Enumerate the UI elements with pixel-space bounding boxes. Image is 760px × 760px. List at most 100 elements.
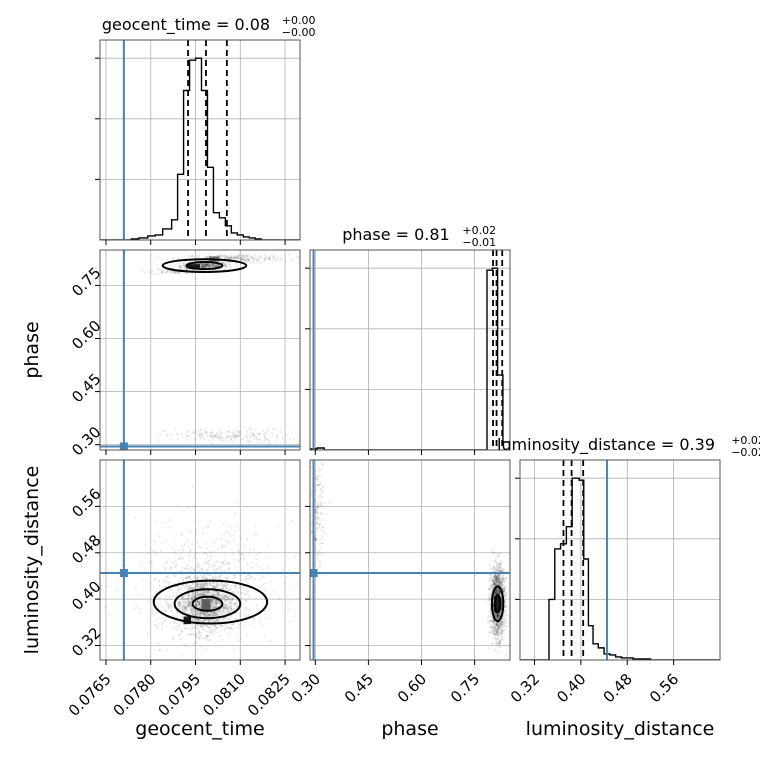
sample-point [497,615,500,618]
sample-point [193,592,196,595]
sample-point [230,438,233,441]
sample-point [321,631,323,633]
sample-point [499,577,502,580]
sample-point [314,537,317,540]
sample-point [223,597,226,601]
sample-point [491,579,494,582]
sample-point [495,574,498,578]
sample-point [191,484,194,488]
sample-point [146,632,149,635]
sample-point [245,429,248,432]
sample-point [501,578,504,581]
sample-point [499,641,502,644]
sample-point [182,262,185,265]
sample-point [196,631,199,635]
sample-point [201,264,204,267]
sample-point [215,575,218,578]
sample-point [179,605,182,608]
sample-point [226,256,229,259]
sample-point [228,671,230,673]
sample-point [194,609,198,613]
sample-point [491,620,494,623]
sample-point [191,627,194,630]
sample-point [202,264,206,267]
sample-point [205,584,208,587]
sample-point [179,601,182,604]
sample-point [164,599,167,602]
sample-point [297,261,300,264]
sample-point [196,593,199,597]
sample-point [264,256,268,259]
sample-point [502,576,505,579]
sample-point [206,582,209,585]
sample-point [493,583,497,586]
sample-point [169,605,172,608]
sample-point [180,596,183,599]
sample-point [217,592,220,595]
sample-point [503,605,506,608]
sample-point [179,599,182,602]
sample-point [493,583,496,587]
sample-point [193,595,196,598]
sample-point [263,253,266,256]
sample-point [185,576,188,579]
sample-point [228,542,231,545]
sample-point [225,626,228,629]
sample-point [504,594,507,597]
sample-point [225,606,228,609]
sample-point [317,506,320,509]
sample-point [213,612,216,615]
sample-point [211,613,215,616]
sample-point [498,631,501,634]
sample-point [257,259,261,262]
sample-point [230,601,234,605]
sample-point [226,596,229,599]
sample-point [497,615,500,618]
sample-point [187,594,190,597]
sample-point [220,612,223,615]
sample-point [499,613,502,616]
sample-point [321,526,325,529]
sample-point [205,263,208,266]
sample-point [224,601,227,604]
sample-point [494,622,497,626]
sample-point [496,555,500,558]
sample-point [220,597,223,600]
sample-point [208,631,211,634]
sample-point [269,254,272,257]
sample-point [210,431,213,434]
sample-point [499,563,502,566]
sample-point [204,265,207,268]
sample-point [227,567,230,570]
sample-point [495,580,498,583]
sample-point [175,595,178,598]
sample-point [237,549,240,552]
sample-point [194,624,197,627]
sample-point [317,496,320,500]
sample-point [227,606,230,609]
sample-point [208,613,211,616]
sample-point [216,610,219,613]
y-axis-label-luminosity_distance: luminosity_distance [21,466,43,655]
sample-point [176,585,180,588]
sample-point [247,608,250,611]
sample-point [279,430,282,433]
sample-point [198,436,201,439]
sample-point [198,600,201,603]
sample-point [207,263,210,266]
sample-point [225,598,228,602]
sample-point [488,615,491,618]
sample-point [505,626,508,629]
sample-point [157,580,160,583]
sample-point [217,601,220,604]
sample-point [189,260,192,263]
truth-marker [119,569,128,578]
sample-point [232,433,235,437]
sample-point [214,612,217,615]
sample-point [493,621,496,625]
sample-point [496,622,499,626]
sample-point [202,585,205,588]
sample-point [499,613,502,616]
sample-point [201,593,204,596]
sample-point [163,579,166,582]
